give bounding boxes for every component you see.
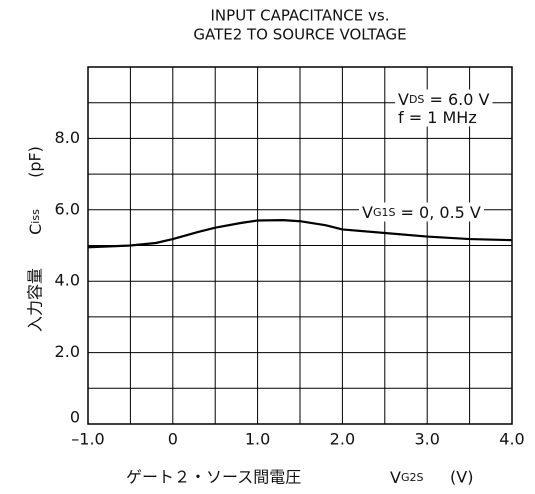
y-axis-label: 入力容量 (26, 268, 45, 332)
plot-frame (87, 66, 513, 425)
annotation: f = 1 MHz (398, 108, 477, 127)
x-tick-label: 3.0 (414, 430, 439, 449)
x-axis-label: VG2S (390, 468, 423, 487)
annotation: VDS = 6.0 V (398, 90, 490, 109)
chart-title: GATE2 TO SOURCE VOLTAGE (193, 26, 406, 44)
x-axis-label: ゲート２・ソース間電圧 (126, 468, 301, 487)
annotation: = 6.0 V (424, 90, 489, 109)
x-tick-label: 4.0 (499, 430, 524, 449)
x-tick-label: 2.0 (330, 430, 355, 449)
annotation: DS (409, 93, 424, 106)
y-tick-label: 0 (70, 408, 80, 427)
x-axis-label: (V) (450, 468, 473, 487)
annotation-bg (359, 202, 484, 222)
x-tick-label: –1.0 (71, 430, 104, 449)
annotation: V (362, 203, 373, 222)
chart-title: INPUT CAPACITANCE vs. (211, 7, 390, 25)
annotation: VG1S = 0, 0.5 V (362, 203, 481, 222)
y-tick-label: 6.0 (55, 199, 80, 218)
x-axis-label: G2S (401, 471, 424, 484)
y-axis-label: C (26, 224, 45, 235)
annotation-bg (395, 89, 493, 109)
y-axis-label: (pF) (26, 146, 45, 178)
annotation: = 0, 0.5 V (395, 203, 480, 222)
data-line (87, 219, 513, 249)
y-tick-label: 2.0 (55, 342, 80, 361)
annotation: V (398, 90, 409, 109)
annotation: G1S (373, 206, 396, 219)
y-axis-label: iss (29, 209, 42, 224)
x-tick-label: 1.0 (245, 430, 270, 449)
y-tick-label: 4.0 (55, 271, 80, 290)
annotation: f = 1 MHz (398, 108, 477, 127)
annotation-bg (395, 107, 480, 127)
y-axis-label: Ciss (26, 209, 45, 235)
x-tick-label: 0 (168, 430, 178, 449)
y-tick-label: 8.0 (55, 128, 80, 147)
x-axis-label: V (390, 468, 401, 487)
